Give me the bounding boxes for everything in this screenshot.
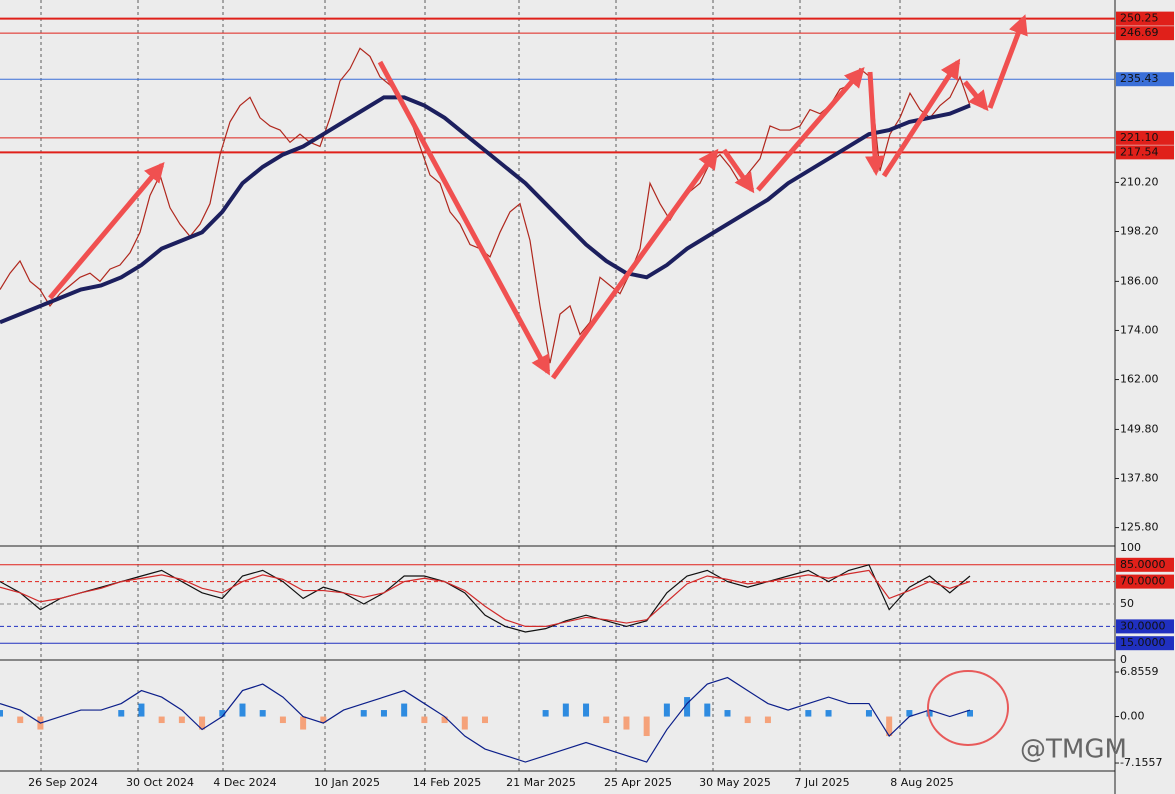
histogram-bar (360, 710, 367, 717)
y-tick-label: 0 (1120, 653, 1127, 666)
histogram-bar (279, 716, 286, 724)
x-tick-label: 10 Jan 2025 (314, 776, 380, 789)
x-tick-label: 8 Aug 2025 (890, 776, 953, 789)
level-tag (1116, 619, 1174, 634)
histogram-bar (825, 710, 832, 717)
histogram-bar (603, 716, 610, 724)
histogram-bar (684, 697, 691, 717)
histogram-bar (623, 716, 630, 730)
y-tick-label: 149.80 (1120, 422, 1159, 435)
histogram-bar (482, 716, 488, 724)
y-tick-label: 50 (1120, 597, 1134, 610)
level-tag (1116, 574, 1174, 589)
price-line (0, 95, 971, 325)
y-tick-label: 6.8559 (1120, 665, 1159, 678)
histogram-bar (744, 716, 751, 724)
histogram-bar (886, 716, 893, 737)
price-level-label: 250.25 (1120, 12, 1159, 25)
y-tick-label: 210.20 (1120, 175, 1159, 188)
histogram-bar (199, 716, 206, 730)
y-tick-label: 100 (1120, 541, 1141, 554)
histogram-bar (805, 710, 812, 717)
histogram-bar (906, 710, 913, 717)
histogram-bar (300, 716, 307, 730)
histogram-bar (764, 716, 771, 724)
x-tick-label: 21 Mar 2025 (506, 776, 576, 789)
y-tick-label: 198.20 (1120, 224, 1159, 237)
stochastic-line (0, 569, 971, 627)
histogram-bar (380, 710, 387, 717)
annotation-arrows (48, 14, 1028, 380)
histogram-bar (926, 710, 933, 717)
highlight-circle (927, 670, 1009, 746)
price-level-label: 235.43 (1120, 72, 1159, 85)
histogram-bar (663, 703, 670, 717)
price-level-tag (1116, 11, 1174, 26)
x-tick-label: 14 Feb 2025 (413, 776, 481, 789)
level-tag (1116, 557, 1174, 572)
price-level-label: 221.10 (1120, 131, 1159, 144)
watermark: @TMGM (1020, 735, 1127, 765)
histogram-bar (865, 710, 872, 717)
y-tick-label: 70.0000 (1120, 575, 1166, 588)
histogram-bar (118, 710, 125, 717)
y-tick-label: 85.0000 (1120, 558, 1166, 571)
histogram-bar (138, 703, 145, 717)
x-tick-label: 4 Dec 2024 (213, 776, 276, 789)
x-tick-label: 7 Jul 2025 (794, 776, 849, 789)
y-tick-label: 186.00 (1120, 274, 1159, 287)
y-tick-label: 30.0000 (1120, 619, 1166, 632)
histogram-bar (583, 703, 590, 717)
price-level-tag (1116, 72, 1174, 87)
macd-line (0, 676, 971, 763)
histogram-bar (219, 710, 226, 717)
price-level-tag (1116, 145, 1174, 160)
y-tick-label: -7.1557 (1120, 756, 1162, 769)
histogram-bar (320, 716, 327, 724)
y-tick-label: 15.0000 (1120, 636, 1166, 649)
stochastic-line (0, 564, 971, 633)
histogram-bar (0, 710, 3, 717)
y-tick-label: 137.80 (1120, 472, 1159, 485)
y-tick-label: 0.00 (1120, 710, 1145, 723)
histogram-bar (239, 703, 246, 717)
histogram-bar (158, 716, 165, 724)
price-level-tag (1116, 130, 1174, 145)
level-tag (1116, 636, 1174, 651)
price-level-tag (1116, 26, 1174, 41)
x-tick-label: 25 Apr 2025 (604, 776, 672, 789)
histogram-bar (421, 716, 428, 724)
histogram-bar (259, 710, 266, 717)
price-level-label: 246.69 (1120, 26, 1159, 39)
histogram-bar (643, 716, 650, 737)
x-tick-label: 30 Oct 2024 (126, 776, 194, 789)
histogram-bar (967, 710, 973, 717)
histogram-bar (724, 710, 731, 717)
histogram-bar (461, 716, 468, 730)
histogram-bar (441, 716, 448, 724)
histogram-bar (401, 703, 408, 717)
y-tick-label: 162.00 (1120, 373, 1159, 386)
x-tick-label: 30 May 2025 (699, 776, 771, 789)
histogram-bar (178, 716, 185, 724)
histogram-bar (704, 703, 711, 717)
histogram-bar (542, 710, 549, 717)
histogram-bar (17, 716, 24, 724)
x-tick-label: 26 Sep 2024 (28, 776, 98, 789)
histogram-bar (562, 703, 569, 717)
y-tick-label: 174.00 (1120, 323, 1159, 336)
y-tick-label: 125.80 (1120, 521, 1159, 534)
price-level-label: 217.54 (1120, 145, 1159, 158)
